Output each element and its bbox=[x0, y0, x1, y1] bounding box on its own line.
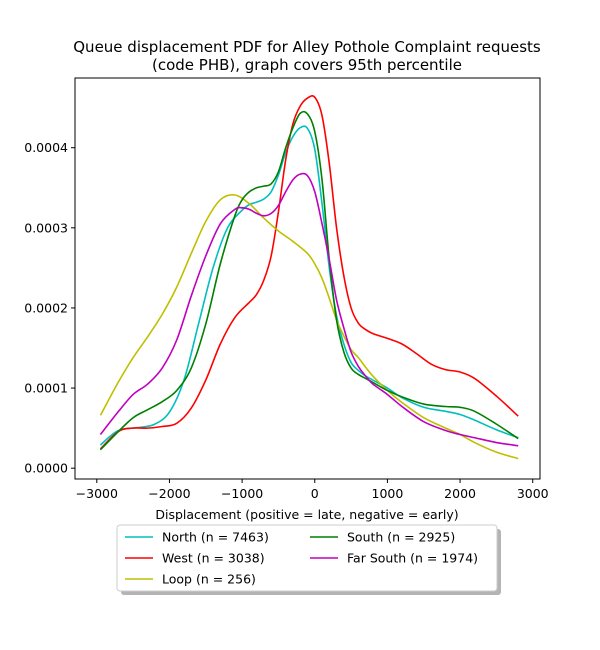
series-line-3 bbox=[99, 194, 519, 460]
x-axis-label: Displacement (positive = late, negative … bbox=[155, 507, 458, 522]
chart-title: Queue displacement PDF for Alley Pothole… bbox=[73, 38, 541, 74]
series-line-2 bbox=[99, 95, 519, 450]
legend-label: North (n = 7463) bbox=[162, 530, 269, 545]
legend-box bbox=[116, 524, 498, 592]
legend-label: Far South (n = 1974) bbox=[347, 551, 478, 566]
legend-label: South (n = 2925) bbox=[347, 530, 455, 545]
plot-frame bbox=[74, 77, 541, 480]
x-tick-label: −2000 bbox=[148, 486, 190, 501]
y-tick-label: 0.0002 bbox=[24, 300, 68, 315]
y-tick-label: 0.0004 bbox=[24, 140, 68, 155]
legend: North (n = 7463) West (n = 3038) Loop (n =… bbox=[116, 524, 501, 595]
chart-title-line-1: Queue displacement PDF for Alley Pothole… bbox=[73, 38, 541, 56]
x-tick-label: 2000 bbox=[444, 486, 476, 501]
x-tick-label: −1000 bbox=[221, 486, 263, 501]
y-axis: 0.0000 0.0001 0.0002 0.0003 0.0004 bbox=[24, 140, 75, 476]
chart-title-line-2: (code PHB), graph covers 95th percentile bbox=[152, 56, 462, 74]
legend-label: Loop (n = 256) bbox=[162, 572, 256, 587]
legend-entries: North (n = 7463) West (n = 3038) Loop (n =… bbox=[125, 530, 478, 587]
y-tick-label: 0.0001 bbox=[24, 381, 68, 396]
y-tick-label: 0.0003 bbox=[24, 220, 68, 235]
y-tick-label: 0.0000 bbox=[24, 461, 68, 476]
series-layer bbox=[99, 95, 519, 460]
legend-label: West (n = 3038) bbox=[162, 551, 265, 566]
x-tick-label: 3000 bbox=[517, 486, 549, 501]
x-tick-label: −3000 bbox=[76, 486, 118, 501]
x-tick-label: 0 bbox=[311, 486, 319, 501]
x-tick-label: 1000 bbox=[372, 486, 404, 501]
series-line-1 bbox=[99, 125, 519, 446]
series-line-4 bbox=[99, 110, 519, 451]
x-axis: −3000 −2000 −1000 0 1000 2000 3000 bbox=[76, 479, 549, 501]
series-line-5 bbox=[99, 172, 519, 447]
